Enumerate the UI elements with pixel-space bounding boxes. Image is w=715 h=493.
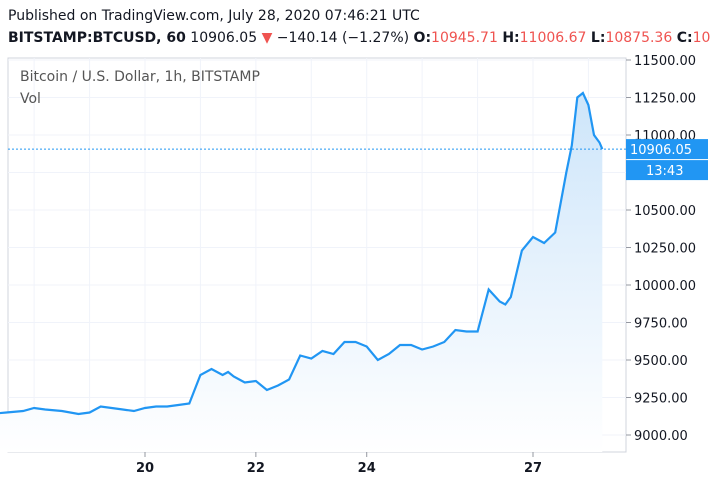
close-label: C: (676, 30, 693, 46)
countdown-badge-text: 13:43 (646, 164, 683, 179)
chart-title: Bitcoin / U.S. Dollar, 1h, BITSTAMP (20, 69, 260, 85)
y-tick-label: 9750.00 (634, 317, 688, 332)
symbol-name: BITSTAMP:BTCUSD, 60 (8, 30, 186, 46)
price-change: −140.14 (−1.27%) (276, 30, 410, 46)
y-tick-label: 9000.00 (634, 429, 688, 444)
y-tick-label: 10000.00 (634, 279, 696, 294)
y-tick-label: 11250.00 (634, 92, 696, 107)
x-tick-label: 20 (136, 461, 154, 476)
high-value: 11006.67 (519, 30, 587, 46)
y-tick-label: 9250.00 (634, 392, 688, 407)
countdown-badge: 13:43 (626, 160, 708, 181)
x-tick-label: 22 (247, 461, 265, 476)
last-price-badge-text: 10906.05 (630, 143, 692, 158)
symbol-ohlc-row: BITSTAMP:BTCUSD, 60 10906.05 ▼ −140.14 (… (8, 30, 713, 46)
last-price-badge: 10906.05 (626, 139, 708, 160)
time-axis: 20 22 24 27 (136, 452, 542, 476)
price-axis: 11500.0011250.0011000.0010750.0010500.00… (626, 54, 696, 444)
volume-label: Vol (20, 91, 41, 107)
price-line (0, 91, 604, 416)
x-tick-label: 24 (358, 461, 376, 476)
open-value: 10945.71 (431, 30, 498, 46)
low-label: L: (590, 30, 606, 46)
x-tick-label: 27 (524, 461, 542, 476)
published-caption: Published on TradingView.com, July 28, 2… (8, 8, 420, 24)
open-label: O: (413, 30, 432, 46)
last-price: 10906.05 (190, 30, 258, 46)
y-tick-label: 10250.00 (634, 242, 696, 257)
close-value: 10 (692, 30, 711, 46)
y-tick-label: 10500.00 (634, 204, 696, 219)
low-value: 10875.36 (605, 30, 673, 46)
price-area (0, 93, 603, 452)
high-label: H: (502, 30, 520, 46)
y-tick-label: 9500.00 (634, 354, 688, 369)
down-arrow-icon: ▼ (261, 30, 273, 46)
y-tick-label: 11500.00 (634, 54, 696, 69)
